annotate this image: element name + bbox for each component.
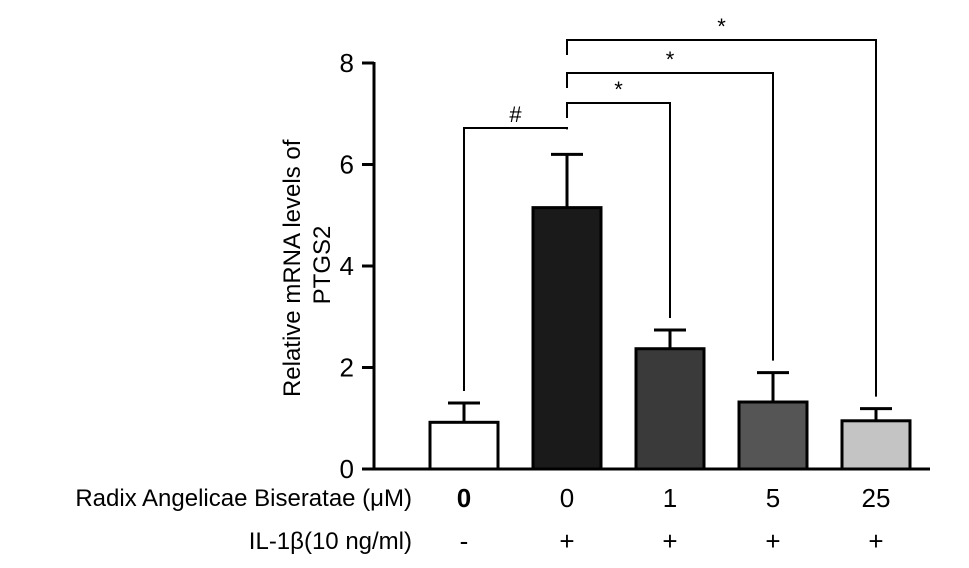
condition-value: +	[868, 526, 883, 556]
condition-value: -	[460, 526, 469, 556]
bar	[840, 419, 912, 471]
bar	[737, 400, 809, 471]
condition-rows: Radix Angelicae Biseratae (μM) 0 0 1 5 25 IL-1…	[75, 483, 890, 556]
condition-value: 0	[560, 483, 574, 513]
significance-label: #	[509, 102, 522, 127]
condition-row-label: IL-1β(10 ng/ml)	[249, 528, 412, 555]
condition-row-label: Radix Angelicae Biseratae (μM)	[75, 485, 412, 512]
y-tick-label: 8	[340, 48, 354, 78]
condition-value: 0	[457, 483, 471, 513]
condition-value: 5	[766, 483, 780, 513]
y-tick-label: 6	[340, 150, 354, 180]
y-tick-label: 4	[340, 251, 354, 281]
y-axis-title-line-2: PTGS2	[309, 226, 336, 305]
condition-value: +	[662, 526, 677, 556]
bars	[428, 152, 912, 471]
bar	[634, 347, 706, 471]
condition-value: 1	[663, 483, 677, 513]
significance-bracket	[463, 127, 568, 392]
significance-label: *	[614, 77, 623, 102]
significance-bracket	[566, 72, 774, 361]
condition-value: +	[765, 526, 780, 556]
condition-value: 25	[862, 483, 891, 513]
significance-bracket	[566, 39, 877, 397]
significance-label: *	[717, 14, 726, 39]
y-axis-title: Relative mRNA levels of PTGS2	[279, 133, 336, 397]
y-tick-label: 0	[340, 454, 354, 484]
condition-value: +	[559, 526, 574, 556]
y-axis-title-line-1: Relative mRNA levels of	[279, 139, 306, 397]
significance-label: *	[666, 47, 675, 72]
significance-brackets: # * * *	[463, 14, 877, 397]
significance-bracket	[566, 102, 671, 318]
bar	[531, 206, 603, 471]
bar	[428, 420, 500, 471]
y-tick-label: 2	[340, 353, 354, 383]
